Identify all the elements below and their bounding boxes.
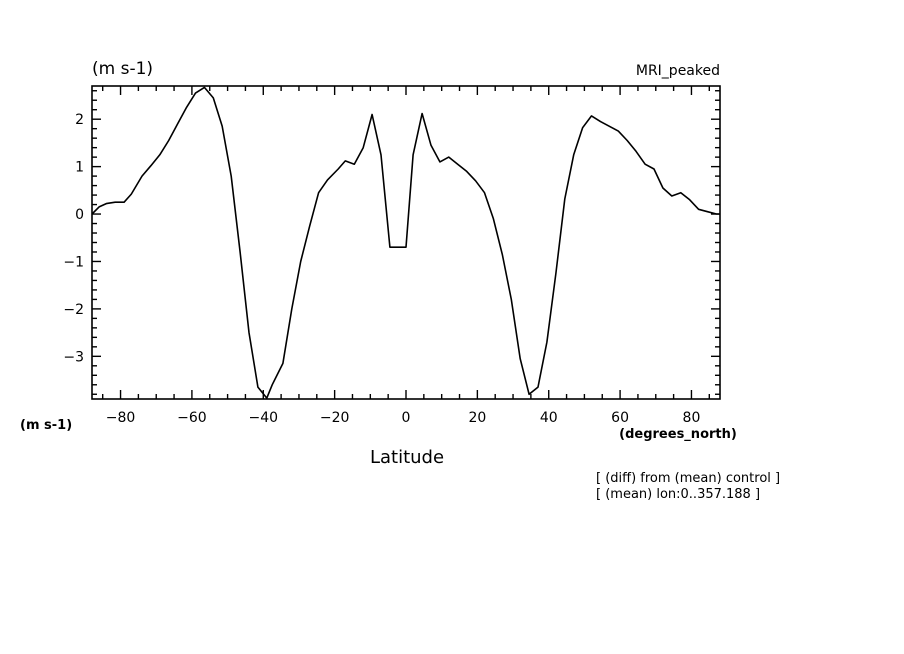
- tick-labels: −80 −60 −40 −20 0 20 40 60 80 −3 −2 −1 0 1 2: [63, 112, 700, 426]
- y-tick-label: 2: [75, 112, 84, 128]
- y-units-label: (m s-1): [92, 59, 153, 79]
- chart-title: MRI_peaked: [636, 63, 720, 79]
- y-tick-label: 0: [75, 207, 84, 223]
- y-tick-label: −2: [63, 302, 84, 318]
- x-tick-label: −40: [248, 410, 278, 426]
- series-line: [91, 86, 720, 399]
- note-diff: [ (diff) from (mean) control ]: [596, 471, 780, 486]
- x-units-label: (degrees_north): [619, 427, 737, 442]
- x-tick-label: 0: [402, 410, 411, 426]
- x-tick-label: −80: [106, 410, 136, 426]
- x-tick-label: 40: [540, 410, 558, 426]
- x-tick-label: 80: [683, 410, 701, 426]
- y-units-label-left: (m s-1): [20, 418, 72, 433]
- y-tick-label: 1: [75, 160, 84, 176]
- y-tick-label: −1: [63, 254, 84, 270]
- x-tick-label: 20: [468, 410, 486, 426]
- x-tick-label: 60: [611, 410, 629, 426]
- y-tick-label: −3: [63, 349, 84, 365]
- note-mean: [ (mean) lon:0..357.188 ]: [596, 487, 760, 502]
- x-tick-label: −60: [177, 410, 207, 426]
- axis-ticks: [92, 86, 720, 399]
- plot-frame: [91, 85, 721, 400]
- x-axis-label: Latitude: [370, 447, 444, 468]
- x-tick-label: −20: [320, 410, 350, 426]
